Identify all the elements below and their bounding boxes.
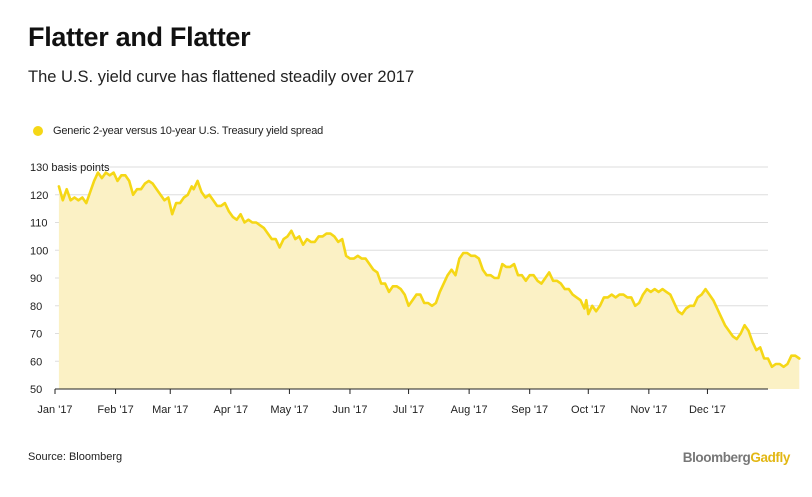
x-tick-label: Jul '17 <box>393 404 424 416</box>
x-tick-label: Jan '17 <box>37 404 72 416</box>
y-tick-label: 60 <box>30 356 42 368</box>
y-tick-label: 70 <box>30 329 42 341</box>
legend-marker-icon <box>33 126 43 136</box>
source-note: Source: Bloomberg <box>28 451 123 463</box>
y-tick-label: 90 <box>30 273 42 285</box>
x-tick-label: Dec '17 <box>689 404 726 416</box>
y-tick-label: 80 <box>30 301 42 313</box>
x-tick-label: Feb '17 <box>97 404 133 416</box>
x-tick-label: Apr '17 <box>214 404 249 416</box>
legend-label: Generic 2-year versus 10-year U.S. Treas… <box>53 125 324 137</box>
y-tick-label: 100 <box>30 245 48 257</box>
x-tick-label: Jun '17 <box>332 404 367 416</box>
legend: Generic 2-year versus 10-year U.S. Treas… <box>33 125 323 137</box>
chart-subtitle: The U.S. yield curve has flattened stead… <box>28 68 415 86</box>
y-tick-label: 110 <box>30 218 48 230</box>
x-tick-label: Mar '17 <box>152 404 188 416</box>
brand-logo: BloombergGadfly <box>682 450 791 465</box>
y-tick-label: 130 basis points <box>30 162 110 174</box>
y-tick-label: 120 <box>30 190 48 202</box>
x-tick-label: Nov '17 <box>630 404 667 416</box>
x-tick-label: May '17 <box>270 404 308 416</box>
series-line <box>57 171 801 369</box>
y-tick-label: 50 <box>30 384 42 396</box>
x-tick-label: Sep '17 <box>511 404 548 416</box>
x-tick-label: Oct '17 <box>571 404 606 416</box>
chart-title: Flatter and Flatter <box>28 22 251 52</box>
series-area <box>58 172 800 389</box>
x-tick-label: Aug '17 <box>451 404 488 416</box>
